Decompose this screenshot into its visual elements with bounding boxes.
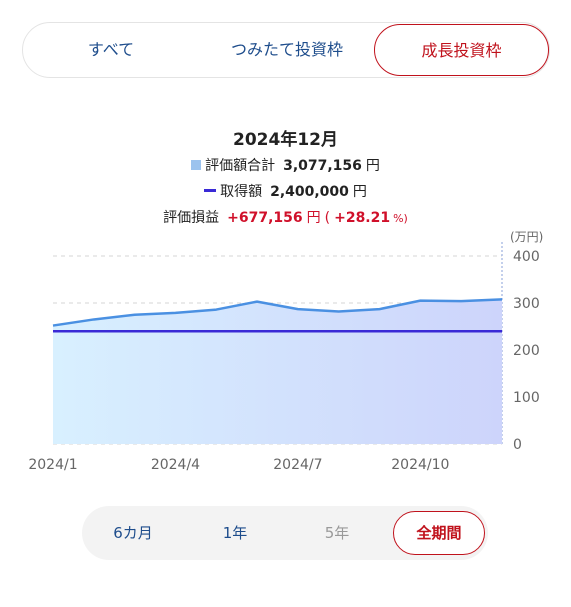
tab-growth[interactable]: 成長投資枠: [374, 24, 549, 76]
pl-value: +677,156: [227, 210, 303, 226]
pl-unit: 円: [306, 210, 321, 226]
tab-all[interactable]: すべて: [87, 40, 135, 59]
investment-frame-tabs: すべて つみたて投資枠 成長投資枠: [22, 22, 550, 78]
valuation-label: 評価額合計: [205, 158, 276, 174]
x-tick-label: 2024/10: [391, 457, 449, 473]
acquisition-value: 2,400,000: [270, 184, 349, 200]
valuation-swatch: [191, 160, 202, 170]
profit-loss-row: 評価損益 +677,156 円(+28.21%): [0, 207, 571, 227]
period-5y-button: 5年: [324, 524, 350, 542]
period-all-button[interactable]: 全期間: [393, 511, 485, 555]
pl-percent-unit: %): [393, 212, 408, 225]
acquisition-label: 取得額: [220, 184, 263, 200]
x-tick-label: 2024/1: [28, 457, 77, 473]
tab-tsumitate[interactable]: つみたて投資枠: [230, 40, 343, 59]
y-tick-label: 400: [513, 249, 540, 265]
acquisition-unit: 円: [352, 184, 367, 200]
x-tick-label: 2024/4: [151, 457, 200, 473]
y-unit-label: (万円): [510, 230, 543, 244]
acquisition-swatch: [204, 189, 217, 192]
period-6m-button[interactable]: 6カ月: [113, 524, 153, 542]
pl-paren: (: [324, 210, 331, 226]
x-tick-label: 2024/7: [273, 457, 322, 473]
y-tick-label: 200: [513, 343, 540, 359]
valuation-unit: 円: [365, 158, 380, 174]
y-tick-label: 0: [513, 437, 522, 453]
period-1y-button[interactable]: 1年: [222, 524, 248, 542]
valuation-area: [53, 299, 502, 444]
legend-acquisition: 取得額 2,400,000 円: [0, 181, 571, 201]
period-selector: 6カ月 1年 5年 全期間: [82, 506, 488, 560]
legend-valuation: 評価額合計 3,077,156 円: [0, 155, 571, 175]
valuation-line: [52, 298, 503, 327]
chart-date-title: 2024年12月: [233, 130, 338, 150]
pl-label: 評価損益: [163, 210, 220, 226]
y-tick-label: 300: [513, 296, 540, 312]
valuation-area-chart: 0 100 200 300 400 (万円) 2024/1 2024/4 2024/7 2024/…: [28, 230, 543, 473]
y-tick-label: 100: [513, 390, 540, 406]
valuation-value: 3,077,156: [283, 158, 362, 174]
pl-percent: +28.21: [334, 210, 391, 226]
